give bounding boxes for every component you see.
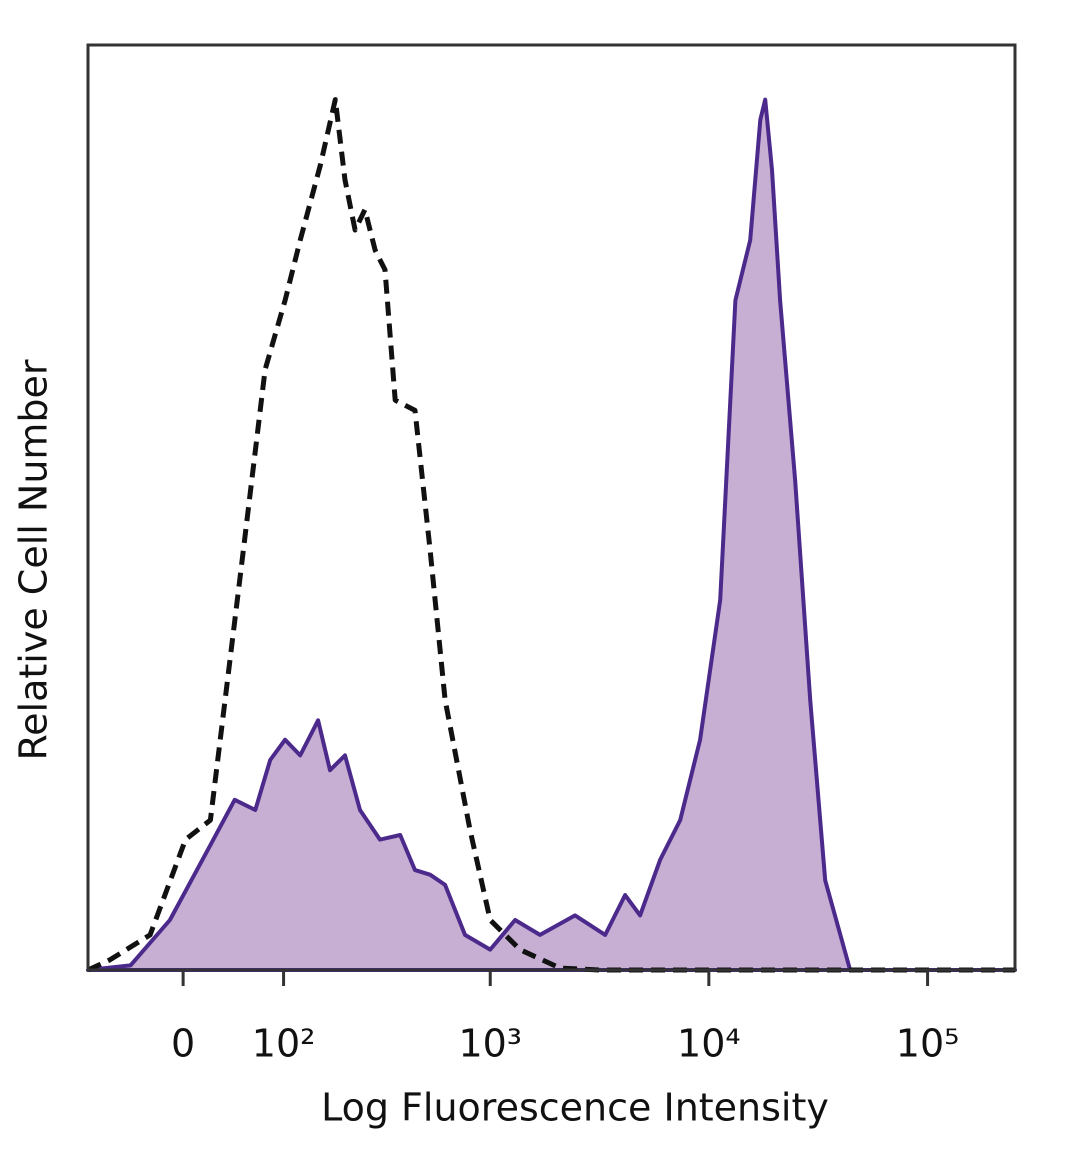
x-axis-label: Log Fluorescence Intensity — [321, 1086, 829, 1130]
x-tick-label: 10³ — [458, 1022, 522, 1066]
x-tick-label: 10⁵ — [896, 1022, 960, 1066]
x-tick-label: 10² — [252, 1022, 316, 1066]
x-tick-label: 10⁴ — [677, 1022, 741, 1066]
x-tick-label: 0 — [171, 1022, 195, 1066]
y-axis-label: Relative Cell Number — [12, 359, 56, 760]
histogram-line — [86, 97, 1015, 973]
plot-frame — [86, 43, 1017, 972]
histogram-area — [86, 97, 1017, 972]
